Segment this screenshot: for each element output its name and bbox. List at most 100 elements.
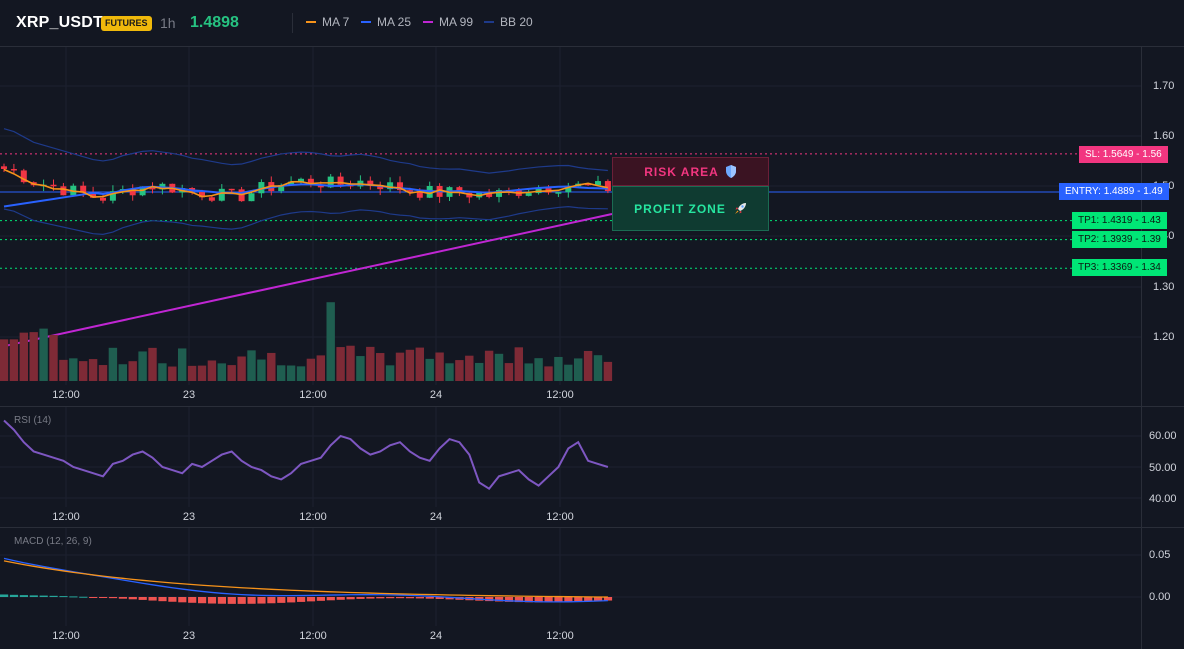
price-axis-label: 1.70	[1153, 80, 1175, 92]
bollinger-lower	[3, 205, 608, 235]
candle-body	[367, 180, 374, 185]
volume-bar	[455, 360, 464, 381]
stop-loss-tag: SL: 1.5649 - 1.56	[1079, 146, 1168, 163]
rocket-icon	[734, 203, 746, 214]
timeframe-selector[interactable]: 1h	[160, 15, 176, 31]
macd-histogram-bar	[405, 597, 415, 599]
futures-badge: FUTURES	[101, 16, 152, 31]
candle-body	[278, 185, 285, 192]
macd-histogram-bar	[396, 597, 405, 599]
profit-zone-box[interactable]: PROFIT ZONE	[612, 186, 769, 231]
header-border	[0, 46, 1184, 47]
macd-line	[3, 557, 608, 603]
volume-bar	[376, 353, 385, 381]
macd-histogram-bar	[306, 597, 316, 602]
volume-bar	[336, 347, 345, 381]
pane-divider	[0, 527, 1184, 528]
time-axis-label: 12:00	[299, 511, 327, 523]
time-axis-label: 12:00	[52, 389, 80, 401]
macd-histogram-bar	[386, 597, 395, 599]
macd-histogram-bar	[138, 597, 147, 600]
profit-zone-label: PROFIT ZONE	[634, 201, 726, 216]
volume-bar	[207, 360, 217, 381]
macd-histogram-bar	[148, 597, 157, 601]
volume-bar	[178, 348, 187, 381]
macd-histogram-bar	[495, 597, 504, 602]
volume-bar	[79, 361, 88, 381]
volume-bar	[9, 339, 19, 381]
volume-bar	[118, 364, 127, 381]
volume-bar	[296, 366, 306, 381]
legend-ma25[interactable]: MA 25	[361, 15, 411, 29]
volume-bar	[108, 347, 118, 381]
candle-body	[1, 166, 7, 169]
volume-bar	[475, 362, 484, 381]
macd-histogram-bar	[0, 594, 9, 597]
legend-bb20[interactable]: BB 20	[484, 15, 533, 29]
macd-histogram-bar	[584, 597, 593, 602]
price-axis-label: 1.30	[1153, 281, 1175, 293]
macd-signal-line	[3, 560, 608, 598]
candle-body	[496, 190, 502, 197]
macd-histogram-bar	[435, 597, 444, 599]
candle-body	[90, 192, 97, 198]
time-axis-label: 12:00	[546, 630, 574, 642]
macd-histogram-bar	[118, 597, 127, 599]
time-axis-label: 12:00	[52, 511, 80, 523]
macd-histogram-bar	[356, 597, 365, 599]
rsi-axis-label: 40.00	[1149, 493, 1177, 505]
volume-bar	[395, 352, 405, 381]
candle-body	[228, 188, 235, 191]
candle-body	[109, 191, 116, 201]
legend-ma7[interactable]: MA 7	[306, 15, 349, 29]
macd-pane-title: MACD (12, 26, 9)	[14, 536, 92, 547]
time-axis-label: 23	[182, 389, 196, 401]
candle-body	[555, 192, 562, 194]
legend-label: MA 25	[377, 15, 412, 29]
volume-bar	[0, 339, 9, 381]
candle-body	[525, 193, 532, 196]
volume-bar	[49, 334, 58, 381]
risk-area-box[interactable]: RISK AREA	[612, 157, 769, 186]
volume-bar	[217, 363, 226, 381]
macd-histogram-bar	[346, 597, 355, 600]
volume-bar	[187, 365, 197, 381]
macd-histogram-bar	[99, 597, 108, 598]
volume-bar	[148, 347, 157, 381]
volume-bar	[316, 355, 325, 381]
candle-body	[307, 178, 314, 185]
candle-body	[100, 197, 106, 201]
candle-body	[208, 197, 215, 201]
bollinger-upper	[3, 128, 608, 174]
volume-bar	[197, 365, 207, 381]
macd-histogram-bar	[564, 597, 573, 603]
macd-histogram-bar	[108, 597, 118, 599]
candle-body	[10, 168, 17, 171]
last-price: 1.4898	[190, 14, 239, 31]
macd-histogram-bar	[277, 597, 286, 603]
legend-ma99[interactable]: MA 99	[423, 15, 473, 29]
volume-bar	[603, 361, 613, 381]
macd-histogram-bar	[89, 597, 98, 598]
macd-histogram-bar	[168, 597, 177, 602]
macd-histogram-bar	[198, 597, 207, 604]
symbol-title[interactable]: XRP_USDT	[16, 14, 103, 31]
macd-histogram-bar	[39, 595, 48, 597]
macd-histogram-bar	[366, 597, 375, 599]
time-axis-label: 24	[429, 511, 443, 523]
volume-bar	[98, 365, 108, 381]
candle-body	[406, 190, 413, 192]
macd-histogram-bar	[227, 597, 236, 604]
macd-histogram-bar	[504, 597, 514, 602]
line-swatch-icon	[423, 21, 433, 23]
volume-bar	[138, 351, 147, 381]
candle-body	[416, 191, 423, 198]
volume-bar	[494, 353, 504, 381]
macd-axis-label: 0.05	[1149, 549, 1171, 561]
volume-bar	[158, 363, 167, 381]
rsi-axis-label: 60.00	[1149, 430, 1177, 442]
candle-body	[298, 178, 304, 182]
candle-body	[585, 183, 592, 186]
volume-bar	[326, 302, 335, 381]
